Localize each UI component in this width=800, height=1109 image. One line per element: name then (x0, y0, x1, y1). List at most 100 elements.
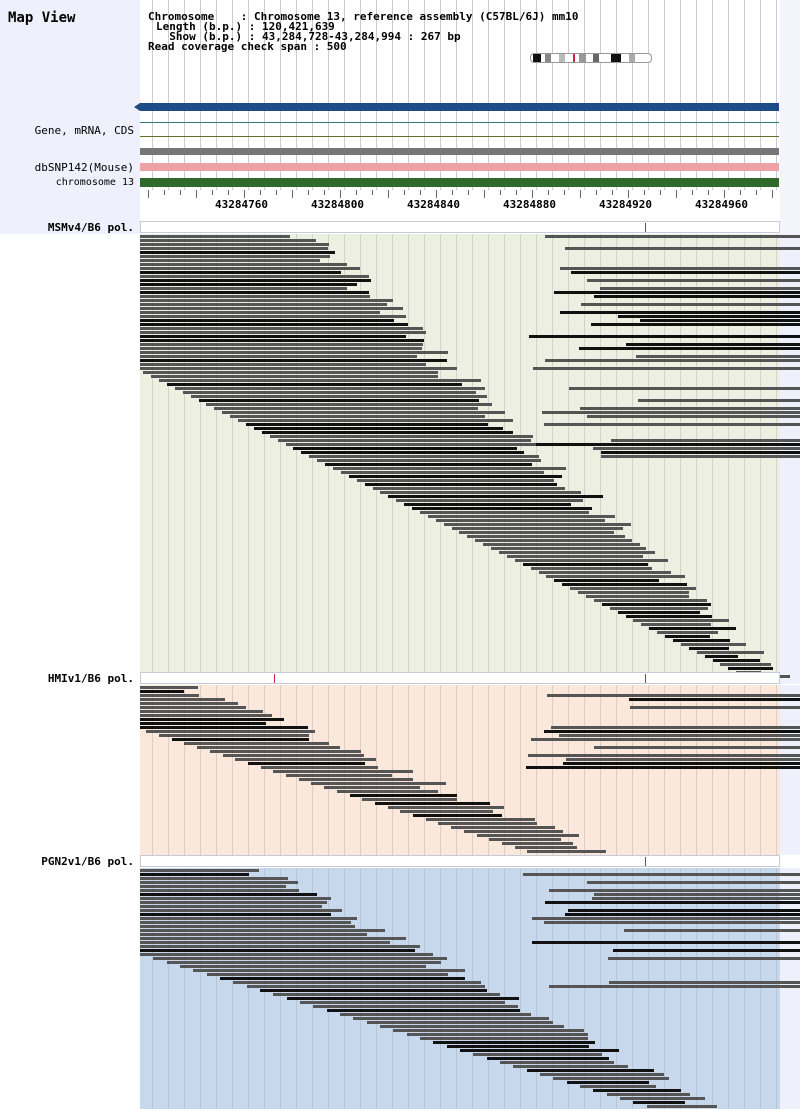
read-segment (340, 471, 544, 474)
read-segment (592, 447, 800, 450)
polymorphism-track[interactable] (140, 855, 780, 867)
read-segment (140, 247, 329, 250)
read-segment (353, 1017, 550, 1020)
read-segment (362, 798, 457, 801)
read-segment (140, 251, 335, 254)
read-segment (425, 818, 536, 821)
polymorphism-marker[interactable] (274, 674, 275, 683)
read-segment (673, 639, 730, 642)
read-segment (467, 535, 625, 538)
polymorphism-marker[interactable] (645, 857, 646, 866)
grid-line (264, 868, 265, 1109)
grid-line (184, 0, 185, 190)
gene-track-bar[interactable] (140, 103, 779, 111)
read-segment (247, 762, 365, 765)
read-segment (633, 1101, 686, 1104)
polymorphism-marker[interactable] (645, 223, 646, 232)
read-segment (625, 615, 713, 618)
read-segment (404, 503, 572, 506)
read-segment (420, 1037, 588, 1040)
chromosome-ideogram[interactable] (530, 53, 652, 63)
grid-line (584, 685, 585, 855)
grid-line (744, 0, 745, 190)
read-segment (562, 762, 800, 765)
read-segment (566, 1081, 650, 1084)
read-segment (285, 443, 538, 446)
read-segment (184, 742, 329, 745)
read-segment (313, 1005, 518, 1008)
read-segment (554, 291, 800, 294)
grid-line (440, 685, 441, 855)
read-segment (639, 319, 800, 322)
grid-line (504, 868, 505, 1109)
grid-line (200, 234, 201, 684)
grid-line (264, 685, 265, 855)
read-segment (261, 431, 513, 434)
read-segment (220, 977, 465, 980)
depth-label-panel: HMIv1 Read Depth (0, 685, 141, 855)
gene-track-label: Gene, mRNA, CDS (34, 124, 134, 137)
grid-line (712, 868, 713, 1109)
read-segment (543, 730, 800, 733)
grid-line (760, 234, 761, 684)
grid-line (280, 0, 281, 190)
grid-line (488, 0, 489, 190)
read-segment (587, 415, 800, 418)
read-segment (625, 343, 800, 346)
read-segment (641, 623, 711, 626)
read-segment (608, 957, 800, 960)
read-segment (140, 303, 387, 306)
read-segment (140, 335, 406, 338)
read-segment (140, 933, 368, 936)
read-segment (140, 937, 406, 940)
read-segment (636, 355, 800, 358)
polymorphism-marker[interactable] (645, 674, 646, 683)
read-segment (140, 921, 351, 924)
grid-line (312, 868, 313, 1109)
read-segment (317, 459, 541, 462)
axis-tick (756, 190, 757, 195)
read-segment (140, 363, 427, 366)
read-segment (533, 367, 800, 370)
axis-tick (708, 190, 709, 195)
read-segment (514, 559, 669, 562)
section-right-strip (780, 234, 800, 684)
read-segment (326, 1009, 520, 1012)
grid-line (232, 234, 233, 684)
grid-line (760, 685, 761, 855)
read-segment (364, 483, 557, 486)
grid-line (184, 685, 185, 855)
read-segment (198, 399, 479, 402)
read-segment (140, 706, 247, 709)
grid-line (552, 868, 553, 1109)
grid-line (360, 0, 361, 190)
grid-line (648, 0, 649, 190)
read-segment (140, 343, 423, 346)
grid-line (712, 234, 713, 684)
read-segment (340, 1013, 531, 1016)
read-segment (171, 738, 310, 741)
read-segment (580, 1085, 656, 1088)
grid-line (248, 685, 249, 855)
read-segment (140, 722, 267, 725)
polymorphism-track[interactable] (140, 672, 780, 684)
grid-line (200, 868, 201, 1109)
grid-line (168, 868, 169, 1109)
axis-tick (308, 190, 309, 195)
grid-line (216, 234, 217, 684)
grid-line (744, 234, 745, 684)
read-segment (538, 571, 671, 574)
read-depth-plot[interactable] (140, 868, 780, 1109)
grid-line (616, 685, 617, 855)
read-segment (513, 1065, 628, 1068)
read-segment (140, 905, 323, 908)
read-segment (540, 1073, 664, 1076)
grid-line (616, 868, 617, 1109)
read-segment (140, 885, 287, 888)
grid-line (632, 868, 633, 1109)
polymorphism-track[interactable] (140, 221, 780, 233)
read-segment (140, 367, 458, 370)
read-segment (545, 359, 800, 362)
read-segment (140, 299, 394, 302)
snp-track-bar[interactable] (140, 163, 779, 171)
